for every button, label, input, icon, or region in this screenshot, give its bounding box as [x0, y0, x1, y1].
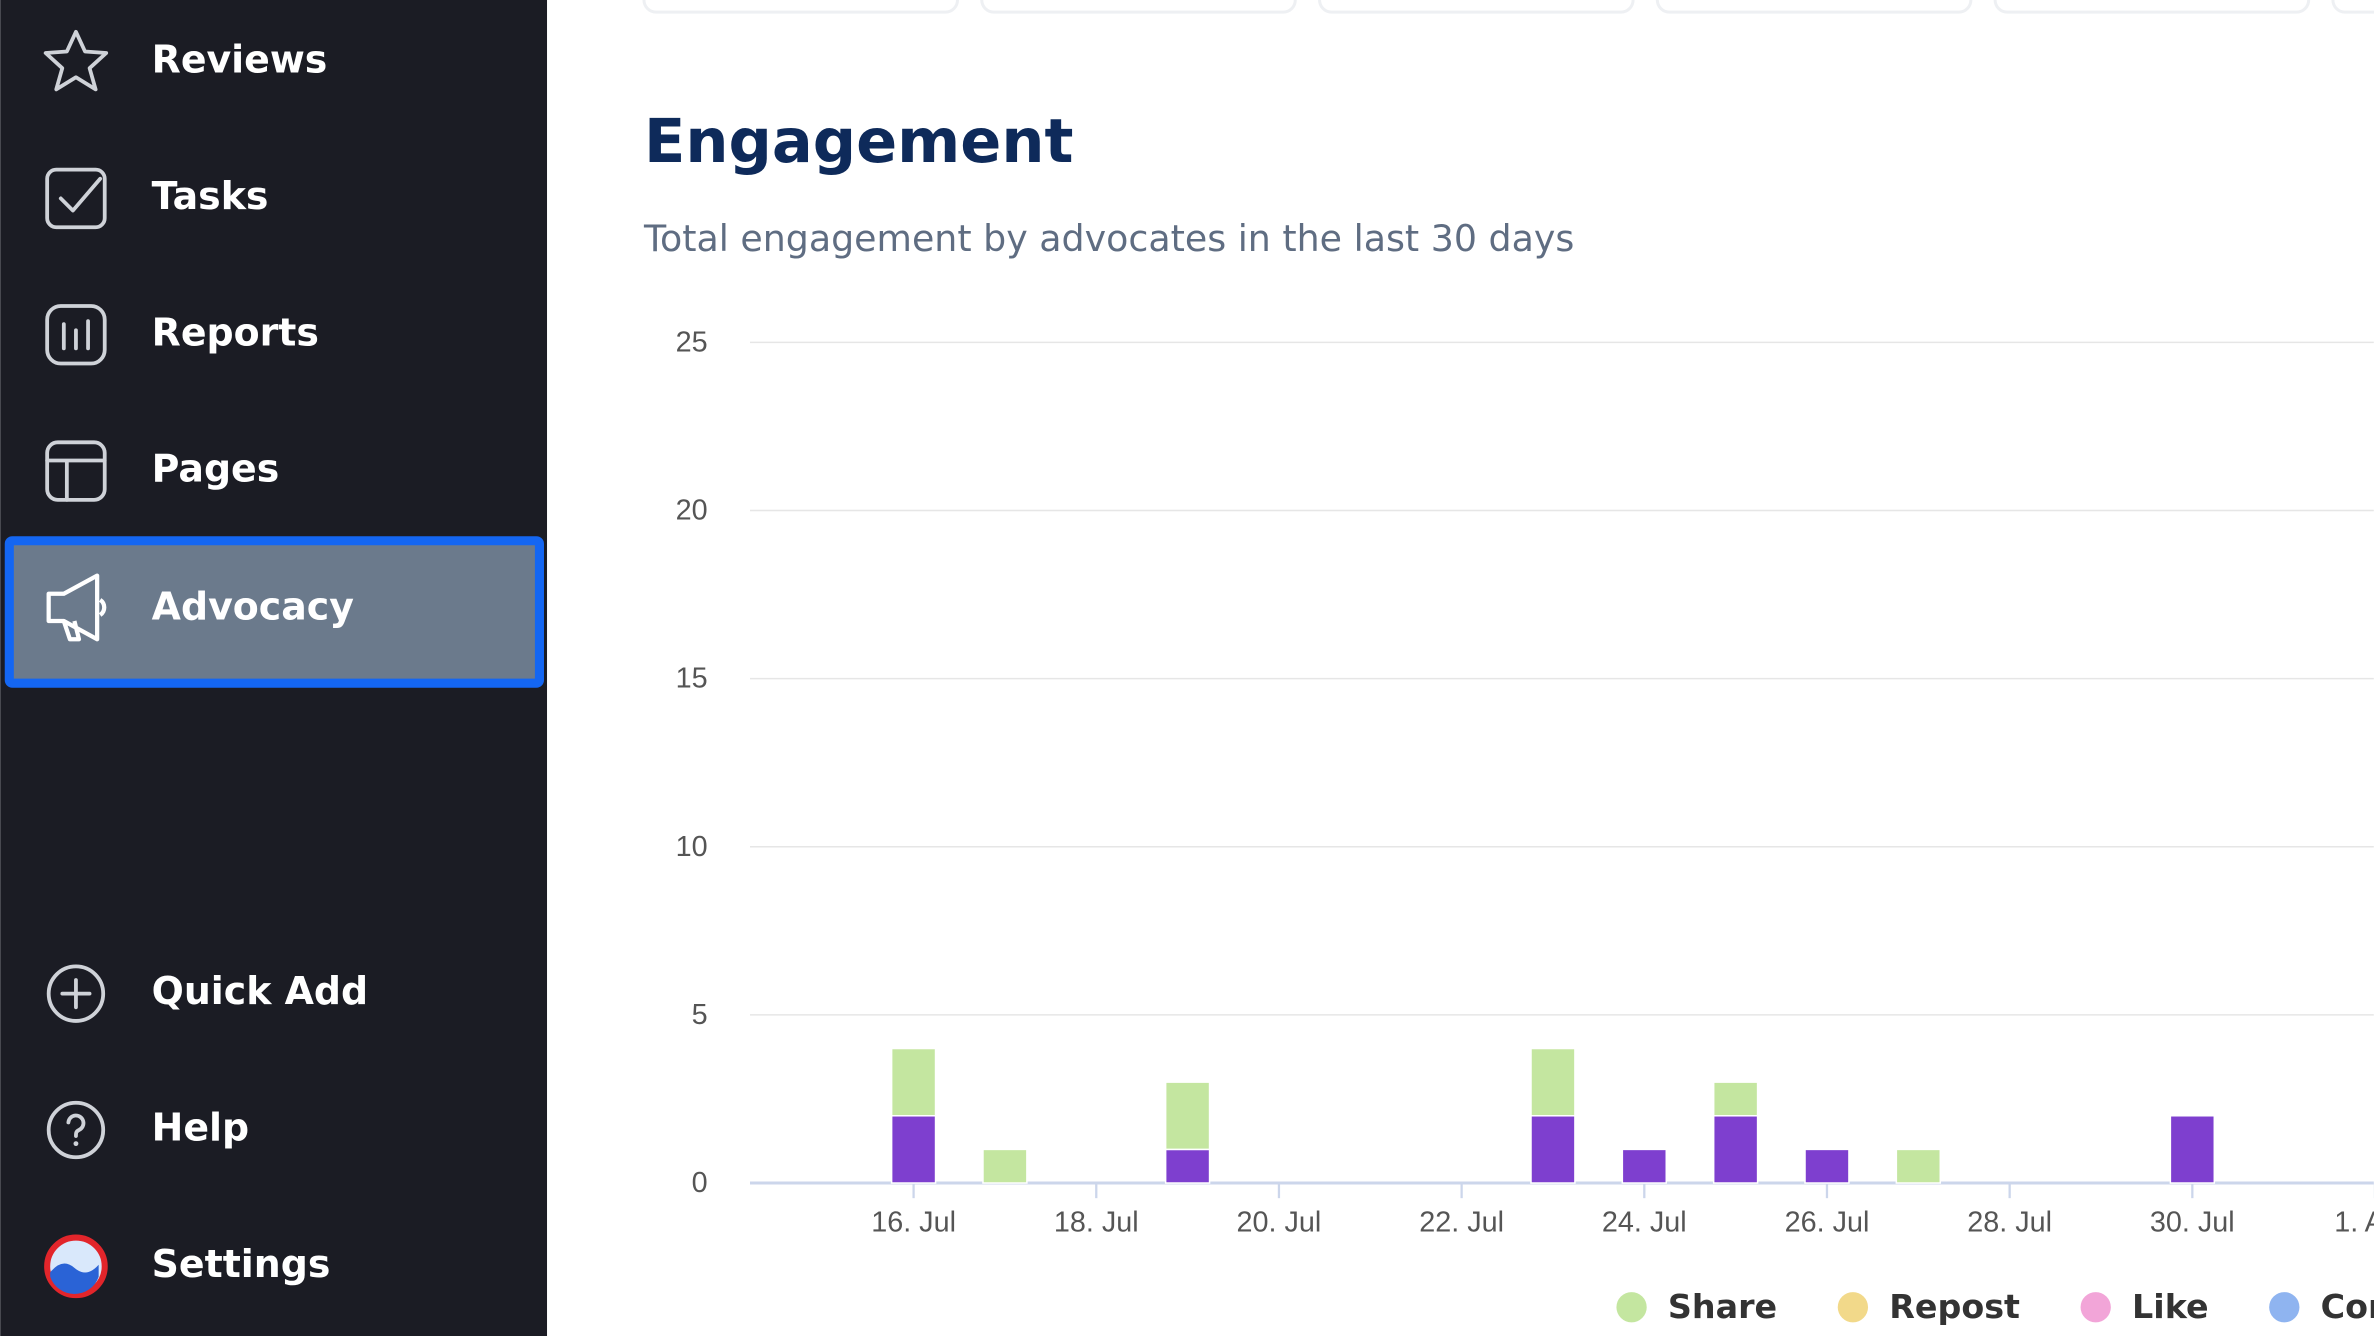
legend-label: Share: [1668, 1287, 1777, 1326]
legend-label: Repost: [1889, 1287, 2020, 1326]
card: [2331, 0, 2374, 14]
y-tick-label: 0: [692, 1167, 708, 1199]
card: [1655, 0, 1973, 14]
y-tick-label: 20: [676, 495, 708, 527]
nav-label: Help: [152, 1105, 249, 1149]
card: [642, 0, 960, 14]
x-tick-label: 18. Jul: [1054, 1207, 1139, 1239]
pages-icon: [45, 440, 107, 502]
plus: [60, 978, 92, 1010]
nav-label: Settings: [152, 1242, 331, 1286]
card: [1318, 0, 1635, 14]
x-tick-label: 1. Aug: [2334, 1207, 2374, 1239]
nav-label: Pages: [152, 447, 280, 491]
chart: 0 5 10 15 20 25 16. Jul 18. Jul 20. Jul 22. Jul 24…: [676, 326, 2374, 1326]
avatar-wave: [50, 1263, 99, 1294]
star-icon: [43, 29, 109, 92]
y-tick-label: 15: [676, 663, 708, 695]
nav-advocacy[interactable]: Advocacy: [4, 536, 544, 688]
x-tick-label: 26. Jul: [1785, 1207, 1870, 1239]
chart-subtitle: Total engagement by advocates in the las…: [643, 217, 1574, 260]
reports-icon: [45, 304, 107, 366]
legend-swatch: [2080, 1292, 2111, 1323]
nav-quick-add[interactable]: Quick Add: [46, 964, 368, 1023]
legend-label: Like: [2132, 1287, 2209, 1326]
nav-label: Tasks: [152, 174, 269, 218]
legend-label: Comment: [2321, 1287, 2374, 1326]
nav-reviews[interactable]: Reviews: [43, 29, 328, 92]
bar-segment: [1804, 1148, 1850, 1184]
tasks-icon: [45, 167, 107, 230]
y-tick-label: 10: [676, 831, 708, 863]
nav-label: Reports: [152, 310, 319, 354]
nav-label: Quick Add: [152, 969, 368, 1013]
card: [980, 0, 1297, 14]
y-tick-label: 25: [676, 326, 708, 358]
bar-segment: [1712, 1114, 1759, 1184]
x-tick-label: 22. Jul: [1419, 1207, 1504, 1239]
nav-reports[interactable]: Reports: [45, 304, 319, 366]
top-cards: [642, 0, 2374, 14]
active-highlight: [4, 536, 544, 688]
bars: [61, 319, 90, 351]
nav-help[interactable]: Help: [46, 1100, 249, 1160]
x-tick-label: 20. Jul: [1237, 1207, 1322, 1239]
bar-segment: [1530, 1047, 1576, 1117]
nav-tasks[interactable]: Tasks: [45, 167, 269, 230]
x-tick-label: 16. Jul: [871, 1207, 956, 1239]
layout-lines: [45, 458, 107, 502]
bar-segment: [2169, 1114, 2216, 1184]
chart-title: Engagement: [644, 107, 1073, 177]
card: [1993, 0, 2311, 14]
bar-segment: [890, 1114, 937, 1184]
bar-segment: [1895, 1148, 1942, 1184]
megaphone-icon: [46, 573, 107, 642]
legend-swatch: [1616, 1292, 1647, 1323]
legend-swatch: [2269, 1292, 2300, 1323]
help-icon: [46, 1100, 106, 1160]
plus-icon: [46, 964, 106, 1023]
x-tick-label: 30. Jul: [2150, 1207, 2235, 1239]
bar-segment: [890, 1047, 937, 1117]
question-dot: [73, 1141, 79, 1147]
nav-pages[interactable]: Pages: [45, 440, 280, 502]
y-tick-label: 5: [692, 999, 708, 1031]
nav-label: Reviews: [152, 38, 328, 82]
x-tick-label: 24. Jul: [1602, 1207, 1687, 1239]
nav-label: Advocacy: [152, 584, 354, 628]
bar-segment: [1621, 1148, 1668, 1184]
bar-segment: [1164, 1148, 1211, 1184]
legend-swatch: [1837, 1292, 1869, 1323]
bar-segment: [1530, 1114, 1576, 1184]
bar-segment: [982, 1148, 1028, 1184]
question: [66, 1113, 86, 1138]
bar-segment: [1164, 1081, 1211, 1151]
bar-segment: [1712, 1081, 1759, 1117]
nav-settings[interactable]: Settings: [44, 1234, 331, 1299]
x-tick-label: 28. Jul: [1967, 1207, 2052, 1239]
check: [58, 176, 103, 213]
